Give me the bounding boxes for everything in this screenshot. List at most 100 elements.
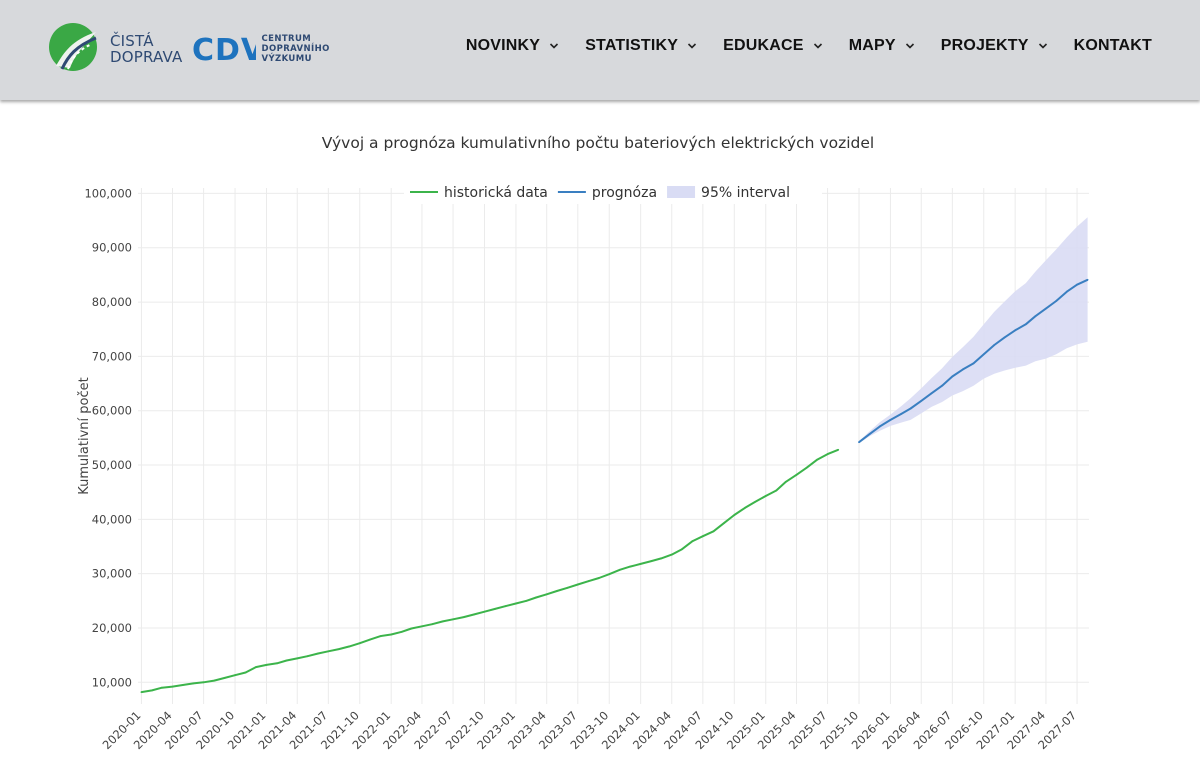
historical-point [317,652,319,655]
chart-title: Vývoj a prognóza kumulativního počtu bat… [322,134,874,152]
series-points [140,278,1089,693]
nav-item-edukace[interactable]: EDUKACE [723,37,823,55]
forecast-point [920,400,923,402]
historical-point [816,458,819,461]
cista-doprava-logo-icon [46,22,102,76]
historical-point [670,553,673,556]
nav-item-kontakt[interactable]: KONTAKT [1074,37,1152,55]
bev-forecast-chart[interactable]: Vývoj a prognóza kumulativního počtu bat… [0,110,1200,769]
nav-label: NOVINKY [465,37,541,54]
forecast-point [1024,323,1027,326]
forecast-point [1034,315,1037,318]
forecast-point [982,353,985,356]
brand-name: ČISTÁ DOPRAVA [110,33,182,65]
historical-point [805,466,808,469]
nav-item-statistiky[interactable]: STATISTIKY [585,37,697,55]
historical-point [566,586,569,589]
historical-point [535,596,537,599]
historical-point [192,682,195,685]
grid [138,188,1089,704]
y-tick-label: 50,000 [92,458,132,472]
x-axis: 2020-012020-042020-072020-102021-012021-… [100,708,1080,752]
cdv-logo: CDV CENTRUM DOPRAVNÍHO VÝZKUMU [192,32,329,66]
series-lines [141,278,1089,694]
cdv-line-1: CENTRUM [261,34,312,44]
historical-point [358,642,361,645]
nav-item-novinky[interactable]: NOVINKY [466,37,559,55]
nav-item-mapy[interactable]: MAPY [849,37,915,55]
cdv-logo-mark: CDV [192,33,256,66]
nav-label: EDUKACE [723,37,804,54]
historical-point [837,448,840,451]
forecast-point [1055,300,1058,302]
chevron-down-icon [550,43,559,49]
forecast-point [993,344,996,346]
historical-point [306,655,309,658]
historical-point [202,681,205,684]
brand-line-1: ČISTÁ [110,32,154,50]
forecast-point [930,392,933,395]
legend-forecast-label: prognóza [592,185,657,201]
chart-container: Vývoj a prognóza kumulativního počtu bat… [0,110,1200,769]
historical-point [556,590,558,592]
historical-point [181,684,184,686]
chevron-down-icon [813,43,822,49]
historical-point [494,608,496,610]
historical-point [702,535,704,538]
legend-interval-label: 95% interval [701,185,790,201]
y-axis: 10,000 20,000 30,000 40,000 50,000 60,000 70,0… [84,186,132,689]
forecast-point [1003,336,1006,339]
historical-point [400,630,403,633]
chevron-down-icon [1038,43,1047,49]
historical-point [140,691,143,693]
brand-logos[interactable]: ČISTÁ DOPRAVA CDV CENTRUM DOPRAVNÍHO VÝZ… [46,22,330,76]
historical-point [608,573,611,576]
historical-point [421,625,423,628]
historical-point [431,623,434,626]
historical-point [576,583,579,586]
nav-item-projekty[interactable]: PROJEKTY [941,37,1048,55]
historical-point [545,593,548,596]
forecast-point [889,419,892,421]
nav-label: KONTAKT [1073,37,1152,54]
confidence-band [859,217,1088,444]
nav-label: STATISTIKY [585,37,679,54]
historical-point [379,635,382,637]
y-tick-label: 20,000 [92,621,132,635]
cdv-line-3: VÝZKUMU [261,54,312,64]
legend-background [404,180,822,204]
historical-point [234,674,236,677]
y-tick-label: 40,000 [92,512,132,526]
y-tick-label: 90,000 [92,241,132,255]
cdv-line-2: DOPRAVNÍHO [261,44,330,54]
historical-point [473,613,476,616]
historical-point [681,548,683,551]
forecast-point [1045,307,1047,310]
y-tick-label: 100,000 [84,186,132,200]
historical-point [369,638,372,641]
forecast-point [962,368,964,371]
forecast-point [1086,278,1089,281]
historical-point [338,648,340,650]
historical-point [618,568,621,571]
historical-point [775,489,778,492]
cdv-full-name: CENTRUM DOPRAVNÍHO VÝZKUMU [261,34,329,64]
main-nav: NOVINKY STATISTIKY EDUKACE MAPY PROJEKTY… [466,37,1152,55]
historical-point [327,650,330,653]
historical-point [151,689,153,692]
historical-point [733,514,736,516]
forecast-point [951,375,954,378]
forecast-point [900,413,902,415]
legend[interactable]: historická data prognóza 95% interval [404,180,822,204]
historical-point [660,557,663,560]
historical-point [764,495,767,497]
historical-point [441,620,444,623]
historical-point [452,618,454,621]
historical-point [296,657,299,660]
historical-point [483,610,486,613]
historical-point [691,540,694,542]
historical-point [462,616,465,618]
historical-point [723,522,725,524]
historical-point [587,580,590,583]
y-tick-label: 10,000 [92,675,132,689]
